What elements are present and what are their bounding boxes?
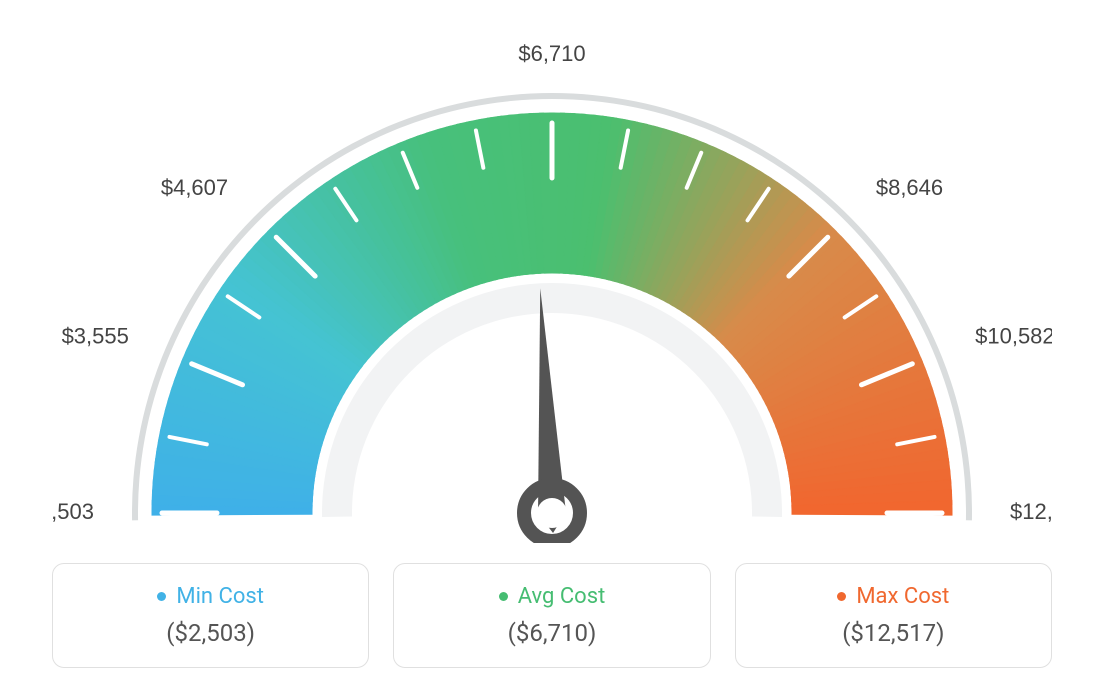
legend-card-avg: Avg Cost ($6,710) [393,563,710,668]
legend-value-max: ($12,517) [760,619,1027,647]
legend-label-min: Min Cost [157,584,264,609]
legend-value-avg: ($6,710) [418,619,685,647]
gauge-needle [538,288,566,533]
legend-label-avg: Avg Cost [499,584,606,609]
gauge-svg: $2,503 $3,555 $4,607 $6,710 $8,646 $10,582 $12… [52,23,1052,543]
gauge-scale-label: $2,503 [52,499,94,524]
legend-row: Min Cost ($2,503) Avg Cost ($6,710) Max … [52,563,1052,668]
legend-label-max: Max Cost [837,584,949,609]
gauge-scale-label: $10,582 [975,323,1052,348]
legend-card-min: Min Cost ($2,503) [52,563,369,668]
gauge-scale-label: $8,646 [876,175,943,200]
legend-value-min: ($2,503) [77,619,344,647]
gauge-chart: $2,503 $3,555 $4,607 $6,710 $8,646 $10,582 $12… [52,23,1052,543]
gauge-scale-label: $3,555 [62,323,129,348]
gauge-scale-label: $6,710 [518,41,585,66]
gauge-scale-label: $12,517 [1010,499,1052,524]
legend-card-max: Max Cost ($12,517) [735,563,1052,668]
gauge-scale-label: $4,607 [161,175,228,200]
